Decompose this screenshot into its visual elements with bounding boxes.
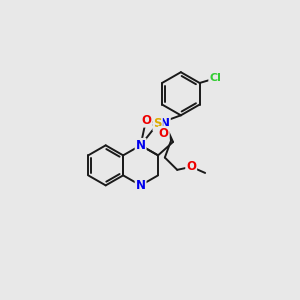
- Text: O: O: [159, 127, 169, 140]
- Text: N: N: [136, 179, 146, 192]
- Text: O: O: [186, 160, 196, 173]
- Text: Cl: Cl: [209, 73, 221, 83]
- Text: N: N: [160, 117, 170, 130]
- Text: N: N: [136, 139, 146, 152]
- Text: O: O: [142, 114, 152, 127]
- Text: S: S: [153, 117, 162, 130]
